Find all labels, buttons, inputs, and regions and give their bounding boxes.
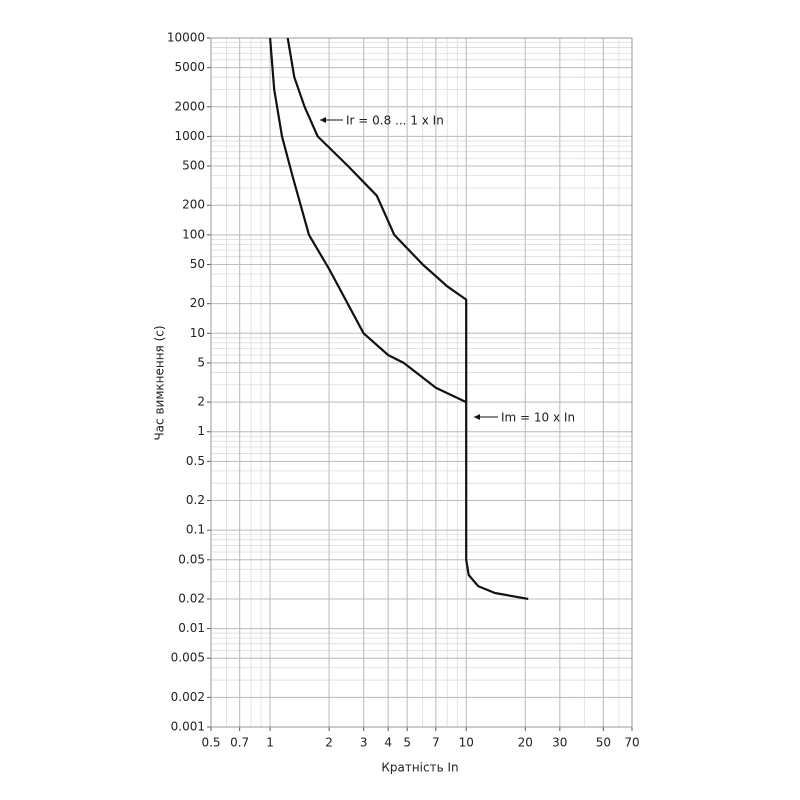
annotation: Ir = 0.8 ... 1 x In — [346, 114, 444, 128]
curve — [269, 37, 467, 404]
y-tick-label: 0.005 — [171, 651, 205, 665]
y-tick-label: 0.01 — [178, 621, 205, 635]
y-tick-label: 5 — [197, 355, 205, 369]
y-tick-label: 0.02 — [178, 591, 205, 605]
annotation: Im = 10 x In — [501, 411, 575, 425]
y-tick-label: 0.5 — [186, 454, 205, 468]
y-tick-label: 0.002 — [171, 690, 205, 704]
arrow-head — [474, 414, 480, 420]
y-tick-label: 500 — [182, 159, 205, 173]
y-tick-label: 2 — [197, 395, 205, 409]
x-tick-label: 50 — [596, 736, 611, 750]
x-tick-label: 70 — [624, 736, 639, 750]
y-tick-label: 10000 — [167, 31, 205, 45]
x-tick-label: 7 — [432, 736, 440, 750]
y-tick-label: 0.1 — [186, 523, 205, 537]
y-tick-label: 100 — [182, 227, 205, 241]
y-tick-label: 0.2 — [186, 493, 205, 507]
x-tick-label: 0.5 — [201, 736, 220, 750]
y-tick-label: 20 — [190, 296, 205, 310]
y-tick-label: 0.05 — [178, 552, 205, 566]
y-tick-label: 0.001 — [171, 720, 205, 734]
x-tick-label: 0.7 — [230, 736, 249, 750]
x-tick-label: 2 — [325, 736, 333, 750]
y-tick-label: 5000 — [174, 60, 205, 74]
x-tick-label: 3 — [360, 736, 368, 750]
y-axis-label: Час вимкнення (с) — [153, 325, 167, 440]
x-tick-label: 30 — [552, 736, 567, 750]
x-axis-label: Кратність In — [381, 761, 458, 775]
x-tick-label: 20 — [518, 736, 533, 750]
x-tick-label: 4 — [384, 736, 392, 750]
y-tick-label: 1000 — [174, 129, 205, 143]
y-tick-label: 50 — [190, 257, 205, 271]
y-tick-label: 200 — [182, 198, 205, 212]
y-tick-label: 1 — [197, 424, 205, 438]
y-tick-label: 10 — [190, 326, 205, 340]
arrow-head — [320, 117, 326, 123]
x-tick-label: 5 — [403, 736, 411, 750]
curve — [286, 37, 529, 600]
y-tick-label: 2000 — [174, 99, 205, 113]
x-tick-label: 1 — [266, 736, 274, 750]
x-tick-label: 10 — [459, 736, 474, 750]
plot-frame — [210, 37, 633, 728]
